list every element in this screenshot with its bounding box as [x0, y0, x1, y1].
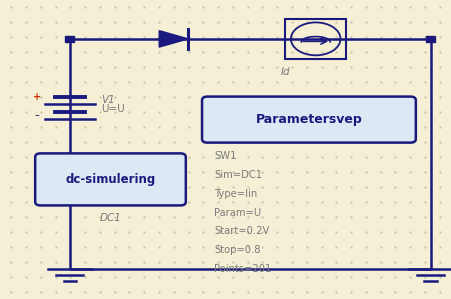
Text: –: –	[35, 110, 39, 120]
Text: Parametersvep: Parametersvep	[256, 113, 362, 126]
Text: dc-simulering: dc-simulering	[65, 173, 156, 186]
Text: Type=lin: Type=lin	[214, 189, 258, 199]
Text: SW1: SW1	[214, 151, 237, 161]
Text: Start=0.2V: Start=0.2V	[214, 226, 270, 236]
Text: Id: Id	[281, 67, 290, 77]
Text: DC1: DC1	[100, 213, 121, 223]
Text: +: +	[33, 92, 41, 102]
FancyBboxPatch shape	[65, 36, 74, 42]
Text: Param=U: Param=U	[214, 208, 262, 217]
FancyBboxPatch shape	[202, 97, 416, 143]
FancyBboxPatch shape	[426, 36, 435, 42]
Text: Sim=DC1: Sim=DC1	[214, 170, 262, 180]
Text: Points=201: Points=201	[214, 264, 272, 274]
Text: U=U: U=U	[101, 104, 125, 114]
Polygon shape	[159, 31, 188, 47]
Text: V1: V1	[101, 95, 115, 105]
FancyBboxPatch shape	[35, 153, 186, 205]
Text: Stop=0.8: Stop=0.8	[214, 245, 261, 255]
